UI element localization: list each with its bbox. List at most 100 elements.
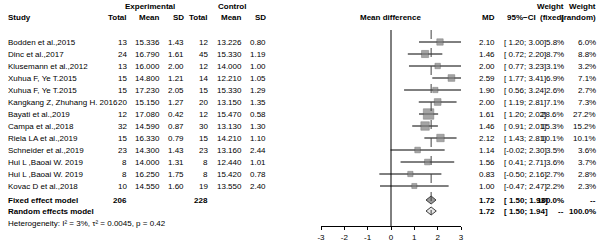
svg-text:Control: Control (218, 2, 246, 11)
svg-text:2.00: 2.00 (479, 98, 495, 107)
svg-text:16.330: 16.330 (135, 134, 160, 143)
svg-text:[ 1.19; 2.81]: [ 1.19; 2.81] (504, 98, 546, 107)
svg-text:1.60: 1.60 (168, 182, 184, 191)
svg-text:[-0.47; 2.47]: [-0.47; 2.47] (504, 182, 547, 191)
svg-text:45: 45 (199, 50, 208, 59)
svg-text:1.46: 1.46 (479, 50, 495, 59)
svg-text:8: 8 (122, 170, 127, 179)
svg-text:1.72: 1.72 (479, 207, 495, 216)
svg-text:Heterogeneity: I² = 3%, τ² = 0: Heterogeneity: I² = 3%, τ² = 0.0045, p =… (8, 219, 166, 228)
svg-text:15.470: 15.470 (217, 110, 242, 119)
svg-text:SD: SD (255, 13, 266, 22)
svg-text:30: 30 (199, 122, 208, 131)
svg-text:20: 20 (118, 98, 127, 107)
svg-text:0.87: 0.87 (168, 122, 184, 131)
svg-text:1.61: 1.61 (168, 50, 184, 59)
svg-text:Random effects model: Random effects model (8, 207, 94, 216)
svg-text:12.210: 12.210 (217, 74, 242, 83)
svg-text:1.31: 1.31 (168, 158, 184, 167)
svg-text:16.790: 16.790 (135, 50, 160, 59)
svg-text:5.8%: 5.8% (546, 38, 564, 47)
svg-text:Total: Total (108, 13, 127, 22)
svg-text:23: 23 (199, 146, 208, 155)
svg-text:[ 1.50; 1.93]: [ 1.50; 1.93] (504, 196, 548, 205)
svg-text:2.10: 2.10 (479, 38, 495, 47)
svg-text:1.00: 1.00 (479, 182, 495, 191)
svg-text:[ 1.20; 3.00]: [ 1.20; 3.00] (504, 38, 546, 47)
svg-text:10.1%: 10.1% (541, 134, 564, 143)
svg-text:-3: -3 (317, 233, 325, 242)
svg-text:12: 12 (199, 38, 208, 47)
svg-text:0.78: 0.78 (250, 170, 266, 179)
svg-text:8: 8 (203, 170, 208, 179)
svg-text:Campa et al.,2018: Campa et al.,2018 (8, 122, 74, 131)
svg-text:--: -- (558, 207, 564, 216)
svg-text:Weight: Weight (569, 2, 596, 11)
svg-text:Xuhua F, Ye T.2015: Xuhua F, Ye T.2015 (8, 86, 77, 95)
svg-text:Kangkang Z, Zhuhang H. 2016: Kangkang Z, Zhuhang H. 2016 (8, 98, 118, 107)
svg-text:1.75: 1.75 (168, 170, 184, 179)
svg-text:15.336: 15.336 (135, 38, 160, 47)
svg-text:[ 1.43; 2.81]: [ 1.43; 2.81] (504, 134, 546, 143)
svg-text:13.550: 13.550 (217, 182, 242, 191)
svg-text:17.080: 17.080 (135, 110, 160, 119)
svg-text:MD: MD (482, 13, 495, 22)
svg-text:2.7%: 2.7% (546, 170, 564, 179)
svg-text:24: 24 (118, 50, 127, 59)
svg-text:14.550: 14.550 (135, 182, 160, 191)
svg-text:95%−CI: 95%−CI (507, 13, 536, 22)
svg-text:0.42: 0.42 (168, 110, 184, 119)
svg-text:3.5%: 3.5% (546, 146, 564, 155)
svg-text:8: 8 (122, 158, 127, 167)
svg-text:14.300: 14.300 (135, 146, 160, 155)
svg-text:-2: -2 (341, 233, 349, 242)
svg-text:13.160: 13.160 (217, 146, 242, 155)
svg-text:2.12: 2.12 (479, 134, 495, 143)
svg-text:1.14: 1.14 (479, 146, 495, 155)
svg-text:15.2%: 15.2% (573, 122, 596, 131)
svg-text:10: 10 (118, 182, 127, 191)
svg-text:1.10: 1.10 (250, 134, 266, 143)
svg-text:1.72: 1.72 (479, 196, 495, 205)
svg-text:0: 0 (389, 233, 394, 242)
svg-text:12: 12 (118, 110, 127, 119)
svg-text:[ 0.41; 2.71]: [ 0.41; 2.71] (504, 158, 546, 167)
svg-text:13: 13 (118, 38, 127, 47)
svg-text:13.150: 13.150 (217, 98, 242, 107)
svg-text:8.7%: 8.7% (546, 50, 564, 59)
svg-text:20: 20 (199, 98, 208, 107)
svg-text:0.79: 0.79 (168, 134, 184, 143)
svg-text:Weight: Weight (537, 2, 564, 11)
svg-text:100.0%: 100.0% (537, 196, 564, 205)
svg-text:15.3%: 15.3% (541, 122, 564, 131)
svg-text:6.0%: 6.0% (578, 38, 596, 47)
svg-text:10.1%: 10.1% (573, 134, 596, 143)
svg-text:[ 0.77; 3.23]: [ 0.77; 3.23] (504, 62, 546, 71)
svg-text:1.43: 1.43 (168, 146, 184, 155)
svg-text:15: 15 (118, 74, 127, 83)
svg-text:SD: SD (173, 13, 184, 22)
svg-text:2.7%: 2.7% (578, 86, 596, 95)
svg-text:14.210: 14.210 (217, 134, 242, 143)
svg-text:15.330: 15.330 (217, 86, 242, 95)
svg-text:-1: -1 (364, 233, 372, 242)
svg-text:Hui L ,Baoai W. 2019: Hui L ,Baoai W. 2019 (8, 158, 83, 167)
svg-text:Fixed effect model: Fixed effect model (8, 196, 78, 205)
svg-text:1.56: 1.56 (479, 158, 495, 167)
svg-text:1.90: 1.90 (479, 86, 495, 95)
svg-text:2.40: 2.40 (250, 182, 266, 191)
svg-text:7.1%: 7.1% (578, 74, 596, 83)
svg-text:Mean: Mean (139, 13, 160, 22)
svg-text:3.6%: 3.6% (546, 158, 564, 167)
svg-text:2.05: 2.05 (168, 86, 184, 95)
svg-text:14.590: 14.590 (135, 122, 160, 131)
svg-text:2.59: 2.59 (479, 74, 495, 83)
svg-text:228: 228 (194, 196, 208, 205)
svg-text:7.3%: 7.3% (578, 98, 596, 107)
svg-text:3: 3 (459, 233, 464, 242)
svg-text:Bayati et al.,2019: Bayati et al.,2019 (8, 110, 70, 119)
svg-text:2.44: 2.44 (250, 146, 266, 155)
svg-text:12: 12 (199, 62, 208, 71)
svg-text:1: 1 (412, 233, 417, 242)
svg-text:Kovac D et al.,2018: Kovac D et al.,2018 (8, 182, 78, 191)
